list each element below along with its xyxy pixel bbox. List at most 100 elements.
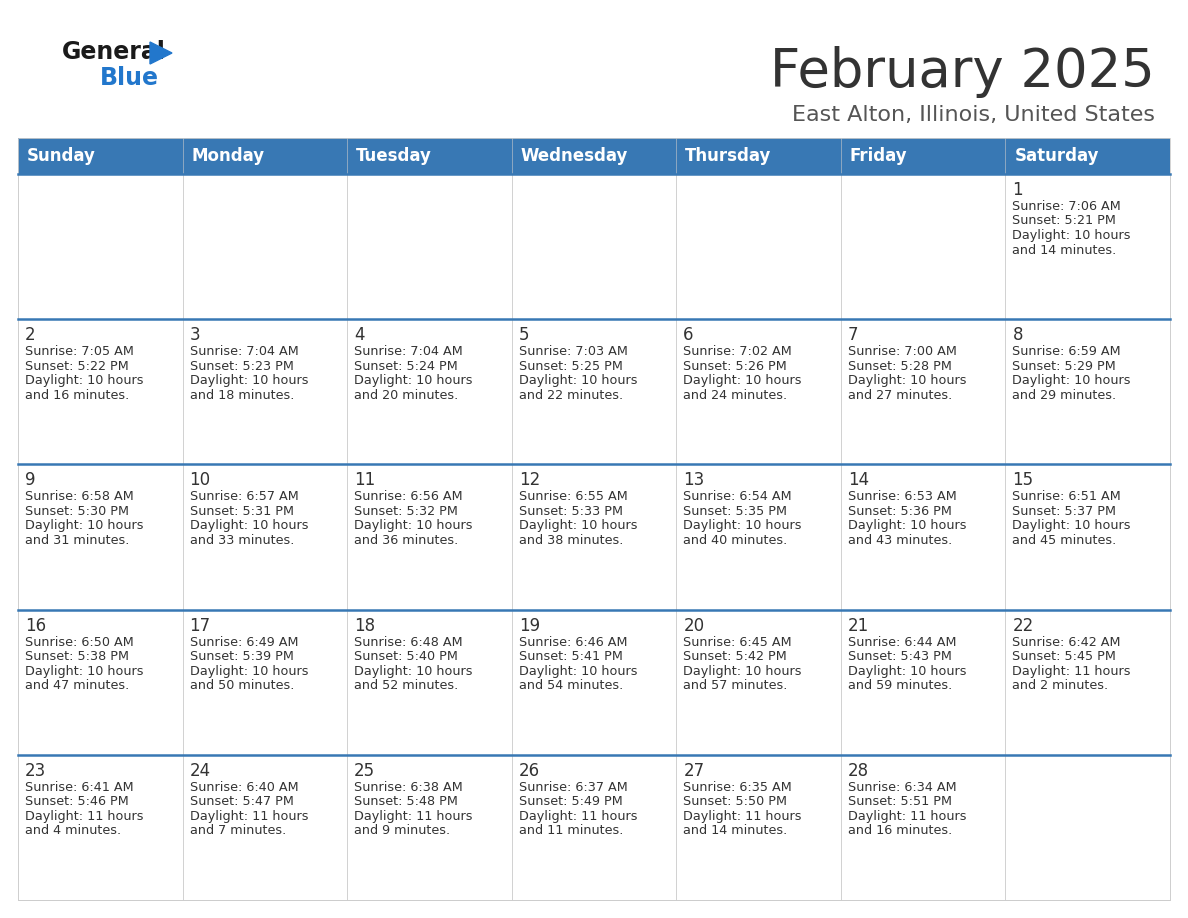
Text: and 24 minutes.: and 24 minutes. [683,388,788,402]
Text: General: General [62,40,166,64]
Bar [18,610,183,755]
Text: Sunset: 5:35 PM: Sunset: 5:35 PM [683,505,788,518]
Bar [18,465,183,610]
Bar [841,465,1005,610]
Text: Sunrise: 6:41 AM: Sunrise: 6:41 AM [25,781,133,794]
Text: Sunrise: 6:46 AM: Sunrise: 6:46 AM [519,635,627,649]
Text: 11: 11 [354,472,375,489]
Text: Daylight: 11 hours: Daylight: 11 hours [519,810,637,823]
Text: Sunset: 5:31 PM: Sunset: 5:31 PM [190,505,293,518]
Bar [1005,174,1170,319]
Text: 9: 9 [25,472,36,489]
Bar [183,319,347,465]
Text: East Alton, Illinois, United States: East Alton, Illinois, United States [792,105,1155,125]
Text: Daylight: 11 hours: Daylight: 11 hours [354,810,473,823]
Text: Sunrise: 6:38 AM: Sunrise: 6:38 AM [354,781,463,794]
Bar [841,174,1005,319]
Text: Daylight: 11 hours: Daylight: 11 hours [683,810,802,823]
Bar [512,138,676,174]
Bar [512,465,676,610]
Bar [512,319,676,465]
Text: Sunrise: 6:37 AM: Sunrise: 6:37 AM [519,781,627,794]
Text: Sunrise: 6:40 AM: Sunrise: 6:40 AM [190,781,298,794]
Text: Sunrise: 6:59 AM: Sunrise: 6:59 AM [1012,345,1121,358]
Text: Daylight: 10 hours: Daylight: 10 hours [25,520,144,532]
Bar [841,319,1005,465]
Bar [512,174,676,319]
Text: 5: 5 [519,326,529,344]
Polygon shape [150,42,172,64]
Text: Sunday: Sunday [27,147,96,165]
Text: Sunrise: 6:50 AM: Sunrise: 6:50 AM [25,635,134,649]
Text: and 33 minutes.: and 33 minutes. [190,534,293,547]
Text: Sunset: 5:38 PM: Sunset: 5:38 PM [25,650,129,663]
Text: Daylight: 11 hours: Daylight: 11 hours [848,810,966,823]
Text: and 9 minutes.: and 9 minutes. [354,824,450,837]
Text: Daylight: 10 hours: Daylight: 10 hours [519,665,637,677]
Text: Daylight: 10 hours: Daylight: 10 hours [848,520,966,532]
Text: Sunrise: 7:04 AM: Sunrise: 7:04 AM [354,345,463,358]
Text: and 2 minutes.: and 2 minutes. [1012,679,1108,692]
Text: Daylight: 10 hours: Daylight: 10 hours [190,520,308,532]
Bar [1005,610,1170,755]
Text: 15: 15 [1012,472,1034,489]
Bar [183,465,347,610]
Text: Sunrise: 6:55 AM: Sunrise: 6:55 AM [519,490,627,503]
Text: and 29 minutes.: and 29 minutes. [1012,388,1117,402]
Text: and 43 minutes.: and 43 minutes. [848,534,952,547]
Text: 7: 7 [848,326,859,344]
Text: and 31 minutes.: and 31 minutes. [25,534,129,547]
Text: Sunset: 5:51 PM: Sunset: 5:51 PM [848,795,952,809]
Text: Daylight: 10 hours: Daylight: 10 hours [519,375,637,387]
Text: 24: 24 [190,762,210,779]
Text: and 45 minutes.: and 45 minutes. [1012,534,1117,547]
Bar [18,174,183,319]
Text: and 47 minutes.: and 47 minutes. [25,679,129,692]
Text: Blue: Blue [100,66,159,90]
Bar [18,319,183,465]
Text: Sunset: 5:22 PM: Sunset: 5:22 PM [25,360,128,373]
Text: and 14 minutes.: and 14 minutes. [683,824,788,837]
Text: 20: 20 [683,617,704,634]
Bar [183,138,347,174]
Text: and 16 minutes.: and 16 minutes. [25,388,129,402]
Text: Sunrise: 7:02 AM: Sunrise: 7:02 AM [683,345,792,358]
Bar [18,138,1170,900]
Text: and 59 minutes.: and 59 minutes. [848,679,952,692]
Text: 10: 10 [190,472,210,489]
Text: and 36 minutes.: and 36 minutes. [354,534,459,547]
Text: Sunrise: 6:34 AM: Sunrise: 6:34 AM [848,781,956,794]
Text: Sunrise: 6:56 AM: Sunrise: 6:56 AM [354,490,463,503]
Text: Sunset: 5:41 PM: Sunset: 5:41 PM [519,650,623,663]
Text: Daylight: 10 hours: Daylight: 10 hours [190,665,308,677]
Text: and 57 minutes.: and 57 minutes. [683,679,788,692]
Text: Sunset: 5:21 PM: Sunset: 5:21 PM [1012,215,1117,228]
Text: Daylight: 10 hours: Daylight: 10 hours [683,375,802,387]
Text: Sunrise: 6:44 AM: Sunrise: 6:44 AM [848,635,956,649]
Text: Thursday: Thursday [685,147,772,165]
Text: Sunrise: 7:04 AM: Sunrise: 7:04 AM [190,345,298,358]
Bar [676,319,841,465]
Text: Daylight: 10 hours: Daylight: 10 hours [683,665,802,677]
Text: 21: 21 [848,617,870,634]
Text: and 20 minutes.: and 20 minutes. [354,388,459,402]
Text: Wednesday: Wednesday [520,147,628,165]
Bar [512,610,676,755]
Text: Sunset: 5:28 PM: Sunset: 5:28 PM [848,360,952,373]
Text: Sunset: 5:37 PM: Sunset: 5:37 PM [1012,505,1117,518]
Text: Daylight: 10 hours: Daylight: 10 hours [683,520,802,532]
Text: 12: 12 [519,472,541,489]
Text: Sunset: 5:26 PM: Sunset: 5:26 PM [683,360,786,373]
Text: Sunrise: 6:42 AM: Sunrise: 6:42 AM [1012,635,1121,649]
Text: Sunset: 5:30 PM: Sunset: 5:30 PM [25,505,129,518]
Bar [676,610,841,755]
Text: Daylight: 10 hours: Daylight: 10 hours [519,520,637,532]
Text: Daylight: 10 hours: Daylight: 10 hours [25,375,144,387]
Bar [18,755,183,900]
Text: Sunrise: 6:57 AM: Sunrise: 6:57 AM [190,490,298,503]
Bar [18,138,183,174]
Text: Daylight: 11 hours: Daylight: 11 hours [25,810,144,823]
Bar [676,138,841,174]
Text: Sunset: 5:42 PM: Sunset: 5:42 PM [683,650,786,663]
Text: 23: 23 [25,762,46,779]
